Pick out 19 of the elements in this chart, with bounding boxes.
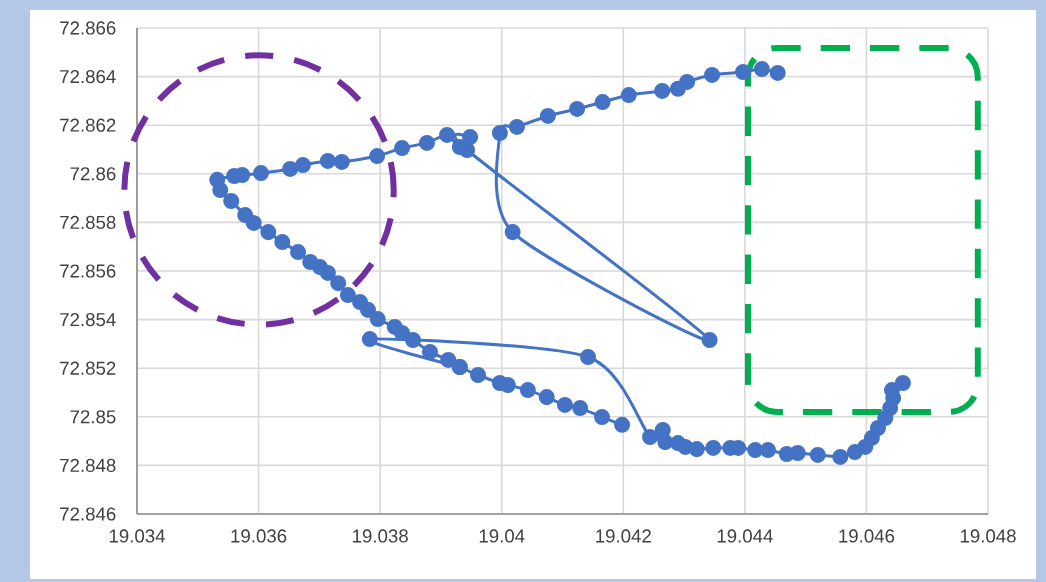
x-tick-label: 19.034 bbox=[109, 529, 165, 543]
x-tick-label: 19.046 bbox=[839, 529, 895, 543]
y-tick-label: 72.85 bbox=[70, 410, 116, 424]
y-tick-label: 72.862 bbox=[60, 118, 116, 132]
y-tick-label: 72.848 bbox=[60, 458, 116, 473]
y-tick-label: 72.852 bbox=[60, 361, 116, 375]
x-tick-label: 19.036 bbox=[231, 529, 287, 543]
y-tick-label: 72.864 bbox=[60, 69, 116, 84]
y-tick-label: 72.856 bbox=[60, 264, 116, 278]
x-tick-label: 19.042 bbox=[596, 529, 651, 543]
y-tick-label: 72.866 bbox=[60, 21, 116, 35]
y-tick-label: 72.854 bbox=[60, 312, 116, 327]
y-tick-label: 72.86 bbox=[70, 167, 116, 181]
y-tick-label: 72.858 bbox=[60, 215, 116, 230]
x-tick-label: 19.038 bbox=[353, 529, 408, 543]
x-tick-label: 19.04 bbox=[479, 529, 525, 543]
x-tick-label: 19.044 bbox=[717, 529, 773, 543]
y-tick-label: 72.846 bbox=[60, 507, 116, 521]
x-tick-label: 19.048 bbox=[960, 529, 1016, 543]
